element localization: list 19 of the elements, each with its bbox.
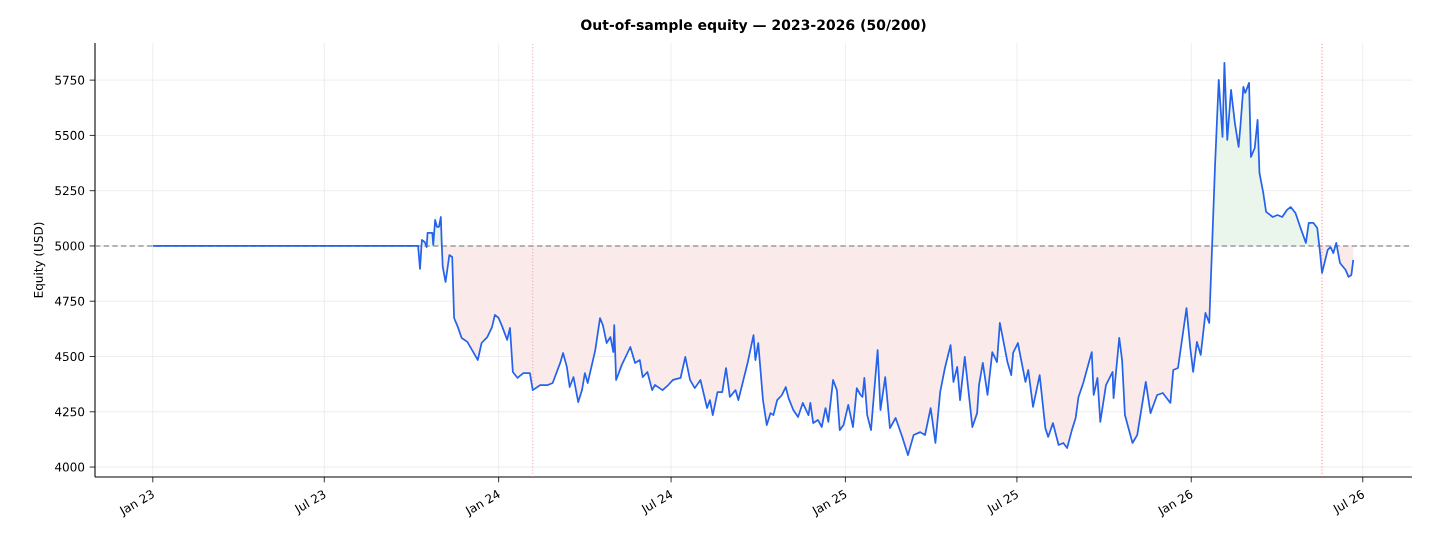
y-tick-label: 5500 bbox=[55, 130, 85, 140]
x-tick-label: Jan 23 bbox=[119, 490, 154, 518]
x-tick-label: Jul 23 bbox=[294, 490, 326, 516]
y-tick-label: 4500 bbox=[55, 351, 85, 362]
x-tick-label: Jul 24 bbox=[641, 490, 673, 516]
line-series bbox=[151, 62, 1355, 456]
y-tick-label: 5250 bbox=[55, 186, 85, 196]
y-tick-label: 4000 bbox=[55, 462, 85, 472]
x-tick-label: Jul 25 bbox=[987, 489, 1018, 516]
y-tick-label: 5750 bbox=[55, 75, 85, 85]
x-tick-label: Jan 24 bbox=[465, 489, 500, 518]
y-tick-label: 4250 bbox=[55, 407, 85, 417]
x-tick-label: Jan 26 bbox=[1158, 489, 1193, 518]
y-axis-title: Equity (USD) bbox=[33, 222, 46, 298]
y-tick-label: 4750 bbox=[55, 296, 85, 306]
y-tick-label: 5000 bbox=[55, 241, 85, 251]
x-tick-label: Jan 25 bbox=[812, 489, 847, 518]
chart-title: Out-of-sample equity — 2023-2026 (50/200) bbox=[581, 19, 926, 33]
x-tick-label: Jul 26 bbox=[1333, 489, 1364, 516]
